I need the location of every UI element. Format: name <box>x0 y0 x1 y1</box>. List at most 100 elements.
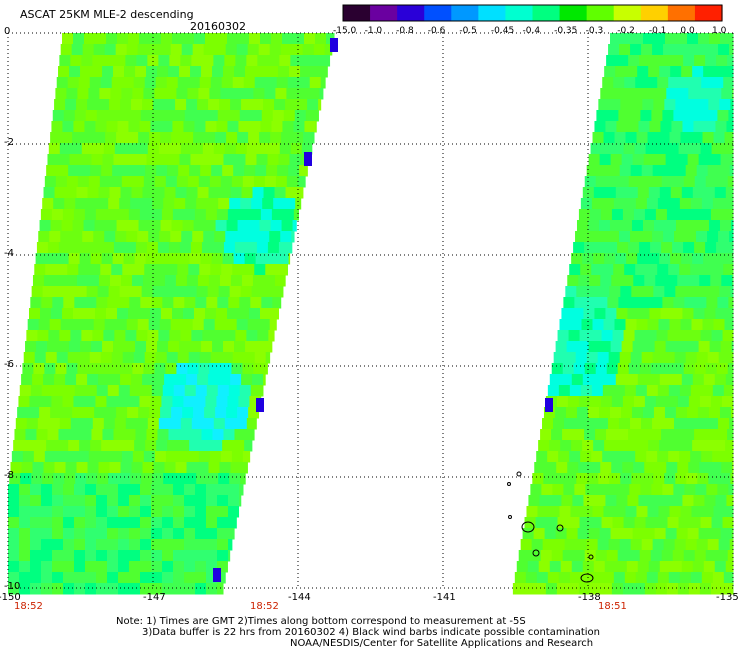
swath-cell <box>235 143 248 155</box>
swath-cell <box>726 121 734 133</box>
swath-cell <box>610 154 623 166</box>
swath-cell <box>593 253 605 265</box>
swath-cell <box>63 550 75 562</box>
swath-cell <box>615 440 627 452</box>
swath-cell <box>664 286 676 298</box>
swath-cell <box>633 396 646 408</box>
swath-cell <box>719 99 731 111</box>
swath-cell <box>620 407 633 419</box>
swath-cell <box>304 152 312 166</box>
swath-cell <box>668 77 680 89</box>
swath-cell <box>267 66 279 78</box>
swath-cell <box>116 132 128 144</box>
swath-cell <box>30 550 42 562</box>
swath-cell <box>237 132 249 144</box>
swath-cell <box>50 407 62 419</box>
swath-cell <box>95 209 108 221</box>
swath-cell <box>77 363 89 375</box>
swath-cell <box>198 88 210 100</box>
swath-cell <box>665 528 678 540</box>
swath-cell <box>162 561 174 573</box>
swath-cell <box>65 99 77 111</box>
swath-cell <box>55 176 68 188</box>
swath-cell <box>105 220 118 232</box>
swath-cell <box>32 275 45 287</box>
swath-cell <box>41 572 53 584</box>
swath-cell <box>199 77 212 89</box>
swath-cell <box>101 253 114 265</box>
swath-cell <box>41 506 53 518</box>
swath-cell <box>567 462 579 474</box>
swath-cell <box>623 330 636 342</box>
swath-cell <box>204 132 216 144</box>
pass-time-label: 18:51 <box>598 601 627 612</box>
swath-cell <box>624 198 637 210</box>
swath-cell <box>58 341 70 353</box>
swath-cell <box>74 484 86 496</box>
swath-cell <box>604 66 616 78</box>
swath-cell <box>527 561 540 573</box>
swath-cell <box>634 517 647 529</box>
swath-cell <box>676 154 689 166</box>
swath-cell <box>195 495 207 507</box>
swath-cell <box>224 330 236 342</box>
swath-cell <box>98 374 110 386</box>
swath-cell <box>665 33 677 45</box>
swath-cell <box>282 121 294 133</box>
swath-cell <box>249 33 261 45</box>
swath-cell <box>699 275 711 287</box>
swath-cell <box>632 33 644 45</box>
swath-cell <box>275 88 287 100</box>
swath-cell <box>41 561 53 573</box>
swath-cell <box>19 506 31 518</box>
swath-cell <box>659 561 672 573</box>
swath-cell <box>195 572 207 584</box>
swath-cell <box>681 66 693 78</box>
swath-cell <box>173 561 185 573</box>
swath-cell <box>652 44 664 56</box>
swath-cell <box>140 550 152 562</box>
swath-cell <box>131 462 144 474</box>
swath-cell <box>35 440 47 452</box>
swath-cell <box>163 473 175 485</box>
swath-cell <box>169 418 182 430</box>
swath-cell <box>109 99 121 111</box>
swath-cell <box>648 66 660 78</box>
swath-cell <box>227 33 239 45</box>
swath-cell <box>596 484 608 496</box>
swath-cell <box>135 429 147 441</box>
swath-cell <box>99 451 112 463</box>
swath-cell <box>655 583 668 595</box>
swath-cell <box>257 55 269 67</box>
swath-cell <box>557 330 570 342</box>
swath-cell <box>195 385 208 397</box>
swath-cell <box>206 495 218 507</box>
swath-cell <box>622 209 635 221</box>
swath-cell <box>708 220 721 232</box>
swath-cell <box>238 209 251 221</box>
swath-cell <box>267 341 273 353</box>
swath-cell <box>117 209 130 221</box>
swath-cell <box>21 374 33 386</box>
swath-cell <box>648 440 660 452</box>
swath-cell <box>698 33 710 45</box>
swath-cell <box>206 385 219 397</box>
swath-cell <box>104 319 117 331</box>
swath-cell <box>701 572 714 584</box>
swath-cell <box>679 572 692 584</box>
swath-cell <box>173 110 186 122</box>
swath-cell <box>705 242 717 254</box>
swath-cell <box>697 286 709 298</box>
swath-cell <box>278 66 290 78</box>
swath-cell <box>289 66 301 78</box>
swath-cell <box>69 429 81 441</box>
swath-cell <box>41 517 53 529</box>
swath-cell <box>93 231 105 243</box>
swath-cell <box>227 396 239 408</box>
swath-cell <box>650 176 663 188</box>
swath-cell <box>183 396 195 408</box>
swath-cell <box>609 99 621 111</box>
swath-cell <box>31 473 43 485</box>
swath-cell <box>617 363 630 375</box>
colorbar-segment <box>451 5 479 21</box>
